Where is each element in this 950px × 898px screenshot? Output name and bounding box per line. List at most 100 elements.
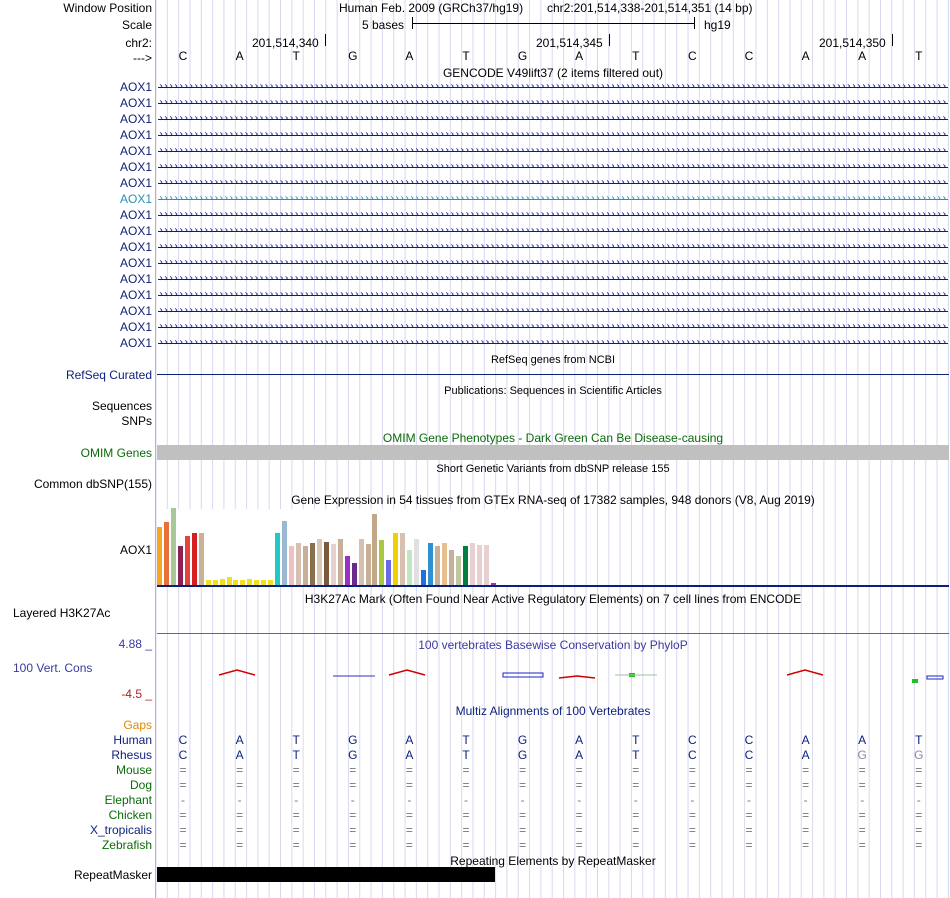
gencode-gene-label[interactable]: AOX1 — [119, 208, 152, 222]
gtex-tissue-bar[interactable] — [441, 543, 447, 585]
gencode-gene-label[interactable]: AOX1 — [119, 96, 152, 110]
gtex-tissue-bar[interactable] — [302, 546, 308, 585]
multiz-species-label[interactable]: Zebrafish — [101, 838, 152, 852]
gtex-tissue-bar[interactable] — [393, 533, 399, 585]
gtex-tissue-bar[interactable] — [435, 546, 440, 585]
publications-track-title[interactable]: Publications: Sequences in Scientific Ar… — [444, 385, 662, 397]
conservation-wiggle[interactable] — [157, 655, 949, 687]
gtex-tissue-bar[interactable] — [372, 514, 378, 585]
gencode-gene-label[interactable]: AOX1 — [119, 80, 152, 94]
omim-gene-bar[interactable] — [157, 445, 949, 460]
dbsnp-track-title[interactable]: Short Genetic Variants from dbSNP releas… — [436, 463, 670, 475]
gtex-tissue-bar[interactable] — [386, 560, 392, 585]
gencode-gene-label[interactable]: AOX1 — [119, 336, 152, 350]
h3k27ac-track-title[interactable]: H3K27Ac Mark (Often Found Near Active Re… — [304, 592, 802, 606]
omim-track-title[interactable]: OMIM Gene Phenotypes - Dark Green Can Be… — [382, 431, 724, 445]
gtex-tissue-bar[interactable] — [198, 533, 204, 585]
gtex-tissue-bar[interactable] — [351, 563, 357, 585]
gencode-gene-label[interactable]: AOX1 — [119, 192, 152, 206]
gencode-gene-label[interactable]: AOX1 — [119, 224, 152, 238]
gtex-tissue-bar[interactable] — [191, 533, 197, 585]
gencode-transcript-line[interactable] — [158, 327, 948, 328]
multiz-species-label[interactable]: X_tropicalis — [89, 823, 152, 837]
gtex-tissue-bar[interactable] — [219, 579, 225, 585]
multiz-species-label[interactable]: Dog — [129, 778, 152, 792]
gencode-transcript-line[interactable] — [158, 87, 948, 88]
gtex-tissue-bar[interactable] — [448, 550, 454, 585]
gtex-tissue-bar[interactable] — [233, 580, 239, 585]
gencode-transcript-line[interactable] — [158, 119, 948, 120]
gtex-tissue-bar[interactable] — [309, 543, 315, 585]
gtex-tissue-bar[interactable] — [254, 580, 260, 585]
gtex-tissue-bar[interactable] — [407, 550, 413, 585]
gtex-tissue-bar[interactable] — [379, 540, 385, 585]
gencode-transcript-line[interactable] — [158, 295, 948, 296]
gencode-gene-label[interactable]: AOX1 — [119, 176, 152, 190]
h3k27ac-track-label[interactable]: Layered H3K27Ac — [13, 606, 111, 620]
gtex-tissue-bar[interactable] — [289, 546, 295, 585]
gtex-tissue-bar[interactable] — [184, 536, 190, 585]
publications-label-snps[interactable]: SNPs — [121, 414, 152, 428]
omim-track-label[interactable]: OMIM Genes — [80, 446, 152, 460]
gencode-transcript-line[interactable] — [158, 247, 948, 248]
multiz-species-label[interactable]: Chicken — [108, 808, 152, 822]
gtex-tissue-bar[interactable] — [205, 580, 211, 585]
gtex-tissue-bar[interactable] — [261, 580, 267, 585]
gtex-tissue-bar[interactable] — [476, 545, 482, 585]
gtex-tissue-bar[interactable] — [247, 579, 253, 585]
gtex-tissue-bar[interactable] — [344, 556, 350, 585]
gtex-tissue-bar[interactable] — [316, 539, 322, 585]
gtex-tissue-bar[interactable] — [240, 580, 246, 585]
gtex-tissue-bar[interactable] — [490, 583, 496, 585]
refseq-gene-line[interactable] — [157, 374, 949, 375]
gencode-gene-label[interactable]: AOX1 — [119, 112, 152, 126]
gtex-tissue-bar[interactable] — [483, 545, 489, 585]
refseq-track-title[interactable]: RefSeq genes from NCBI — [490, 354, 616, 366]
gencode-transcript-line[interactable] — [158, 279, 948, 280]
conservation-track-label[interactable]: 100 Vert. Cons — [13, 661, 93, 675]
repeatmasker-track-title[interactable]: Repeating Elements by RepeatMasker — [450, 854, 656, 868]
gencode-transcript-line[interactable] — [158, 135, 948, 136]
gencode-transcript-line[interactable] — [158, 263, 948, 264]
publications-label-sequences[interactable]: Sequences — [91, 399, 152, 413]
gencode-transcript-line[interactable] — [158, 199, 948, 200]
gencode-transcript-line[interactable] — [158, 231, 948, 232]
repeatmasker-track-label[interactable]: RepeatMasker — [73, 868, 152, 882]
multiz-track-title[interactable]: Multiz Alignments of 100 Vertebrates — [455, 704, 651, 718]
gtex-tissue-bar[interactable] — [268, 580, 274, 585]
gtex-tissue-bar[interactable] — [177, 546, 183, 585]
gencode-track-title[interactable]: GENCODE V49lift37 (2 items filtered out) — [442, 66, 664, 80]
gtex-track-title[interactable]: Gene Expression in 54 tissues from GTEx … — [291, 493, 815, 507]
gencode-gene-label[interactable]: AOX1 — [119, 288, 152, 302]
gtex-tissue-bar[interactable] — [296, 543, 301, 585]
gencode-transcript-line[interactable] — [158, 151, 948, 152]
gtex-tissue-bar[interactable] — [414, 539, 420, 585]
gencode-transcript-line[interactable] — [158, 183, 948, 184]
gtex-tissue-bar[interactable] — [157, 527, 162, 585]
gtex-tissue-bar[interactable] — [226, 577, 232, 585]
gencode-transcript-line[interactable] — [158, 103, 948, 104]
multiz-species-label[interactable]: Mouse — [115, 763, 152, 777]
gtex-tissue-bar[interactable] — [170, 508, 176, 585]
gtex-tissue-bar[interactable] — [421, 570, 427, 585]
gtex-tissue-bar[interactable] — [212, 580, 218, 585]
gtex-tissue-bar[interactable] — [330, 544, 336, 585]
gtex-tissue-bar[interactable] — [163, 522, 169, 585]
multiz-species-label[interactable]: Elephant — [104, 793, 152, 807]
gencode-gene-label[interactable]: AOX1 — [119, 144, 152, 158]
gtex-tissue-bar[interactable] — [358, 539, 364, 585]
gtex-tissue-bar[interactable] — [462, 546, 468, 585]
gencode-gene-label[interactable]: AOX1 — [119, 304, 152, 318]
gtex-tissue-bar[interactable] — [428, 543, 434, 585]
gencode-transcript-line[interactable] — [158, 343, 948, 344]
dbsnp-track-label[interactable]: Common dbSNP(155) — [33, 477, 152, 491]
gencode-gene-label[interactable]: AOX1 — [119, 272, 152, 286]
gtex-tissue-bar[interactable] — [323, 542, 329, 585]
gtex-tissue-bar[interactable] — [469, 543, 475, 585]
refseq-track-label[interactable]: RefSeq Curated — [65, 368, 152, 382]
gencode-gene-label[interactable]: AOX1 — [119, 320, 152, 334]
gtex-tissue-bar[interactable] — [455, 556, 461, 585]
gtex-tissue-bar[interactable] — [337, 539, 343, 585]
gtex-tissue-bar[interactable] — [365, 544, 371, 585]
gtex-tissue-bar[interactable] — [275, 533, 281, 585]
